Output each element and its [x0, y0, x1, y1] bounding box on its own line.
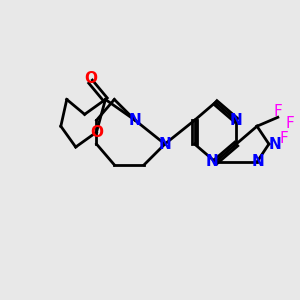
Text: O: O	[90, 125, 103, 140]
Text: N: N	[206, 154, 219, 169]
Text: F: F	[273, 104, 282, 119]
Text: F: F	[285, 116, 294, 131]
Text: N: N	[268, 136, 281, 152]
Text: F: F	[279, 130, 288, 146]
Text: N: N	[252, 154, 265, 169]
Text: N: N	[129, 113, 142, 128]
Text: N: N	[158, 136, 171, 152]
Text: O: O	[84, 71, 97, 86]
Text: N: N	[230, 113, 243, 128]
